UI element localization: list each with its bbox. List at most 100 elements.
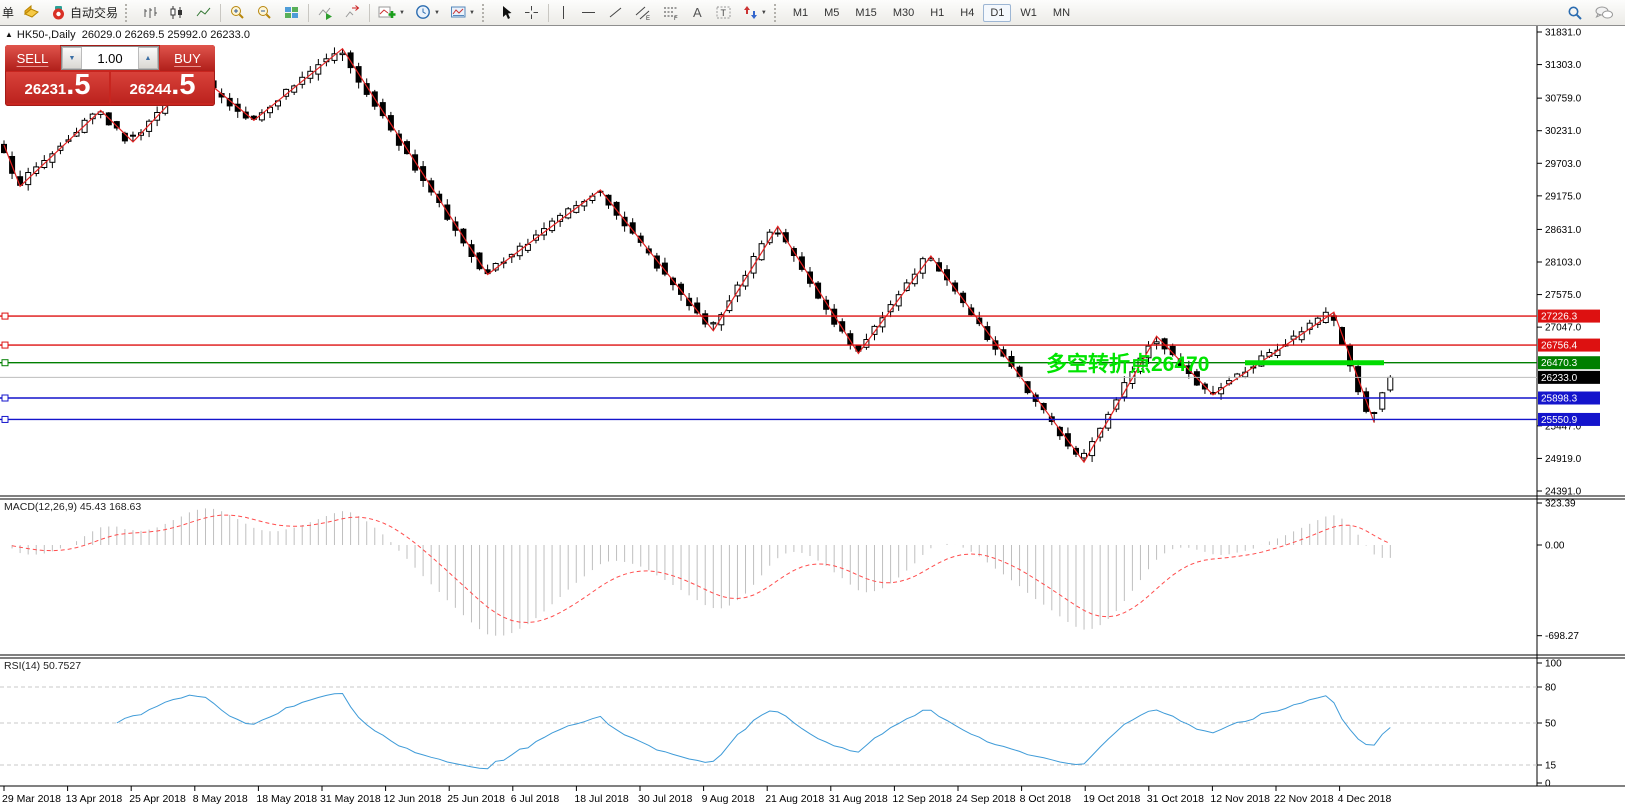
rsi-label: RSI(14) 50.7527 [4,660,82,672]
tile-windows-button[interactable] [279,2,304,24]
toolbar-separator [220,3,222,22]
timeframe-mn-button[interactable]: MN [1052,6,1071,19]
tile-windows-icon [285,7,299,18]
date-label: 8 May 2018 [193,793,248,805]
date-label: 12 Nov 2018 [1210,793,1270,805]
chat-button[interactable] [1590,2,1618,24]
date-label: 24 Sep 2018 [956,793,1016,805]
new-order-button[interactable]: 单 [1,2,17,24]
vertical-line-button[interactable] [553,2,574,24]
date-label: 8 Oct 2018 [1020,793,1072,805]
autotrading-icon [53,6,65,20]
orders-icon [24,4,39,18]
timeframe-w1-button[interactable]: W1 [1020,6,1037,19]
bar-chart-button[interactable] [137,2,162,24]
arrows-button[interactable]: ▼ [738,2,771,24]
date-label: 31 Oct 2018 [1147,793,1204,805]
autotrading-button[interactable]: 自动交易 [46,2,122,24]
trendline-button[interactable] [603,2,628,24]
timeframe-m5-button[interactable]: M5 [824,6,840,19]
cursor-icon [502,6,512,19]
price-level-label-box [1538,370,1600,384]
crosshair-button[interactable] [519,2,544,24]
date-label: 30 Jul 2018 [638,793,692,805]
timeframe-m15-button[interactable]: M15 [855,6,877,19]
equidistant-channel-button[interactable]: E [630,2,656,24]
autotrading-label: 自动交易 [70,6,119,20]
text-label-button[interactable]: T [711,2,736,24]
rsi-tick-label: 100 [1545,659,1562,670]
candlestick-chart-button[interactable] [164,2,189,24]
fibonacci-button[interactable]: F [658,2,684,24]
zoom-in-button[interactable] [225,2,250,24]
date-label: 12 Jun 2018 [384,793,442,805]
line-handle[interactable] [1,415,9,423]
orders-button[interactable] [19,2,44,24]
fibonacci-icon: F [663,7,678,21]
macd-label: MACD(12,26,9) 45.43 168.63 [4,501,142,513]
line-chart-icon [196,7,211,17]
date-label: 13 Apr 2018 [66,793,123,805]
timeframe-h1-button[interactable]: H1 [930,6,945,19]
y-tick-label: 30759.0 [1545,94,1582,105]
timeframe-m1-button[interactable]: M1 [792,6,809,19]
toolbar-grip [481,3,491,22]
volume-increase-button[interactable]: ▲ [138,47,158,69]
timeframe-d1-button[interactable]: D1 [983,3,1012,22]
line-handle[interactable] [1,394,9,402]
price-level-label-box [1538,412,1600,426]
chevron-down-icon: ▼ [468,9,475,16]
annotation-text[interactable]: 多空转折点26470 [1046,353,1210,376]
buy-price-display[interactable]: 26244.5 [111,71,214,103]
chart-shift-button[interactable] [340,2,365,24]
timeframe-m30-button[interactable]: M30 [892,6,915,19]
line-handle[interactable] [1,359,9,367]
toolbar-grip [773,3,783,22]
y-tick-label: 31831.0 [1545,28,1582,39]
date-label: 22 Nov 2018 [1274,793,1334,805]
zoom-out-icon [258,6,271,19]
periods-clock-icon [416,5,430,19]
toolbar-grip [125,3,134,22]
cursor-button[interactable] [494,2,517,24]
bar-chart-icon [144,7,158,18]
one-click-trading-panel: SELL ▼ 1.00 ▲ BUY 26231.5 26244.5 [5,45,215,106]
zoom-out-button[interactable] [252,2,277,24]
price-level-label-box [1538,338,1600,352]
timeframe-h4-button[interactable]: H4 [960,6,975,19]
sell-button[interactable]: SELL [5,45,60,71]
volume-input[interactable]: 1.00 [82,47,138,69]
macd-tick-label: 323.39 [1545,499,1576,510]
horizontal-line-icon [581,12,595,13]
date-label: 25 Jun 2018 [447,793,505,805]
indicators-button[interactable]: ▼ [374,2,409,24]
periods-button[interactable]: ▼ [411,2,444,24]
horizontal-line-button[interactable] [576,2,601,24]
search-button[interactable] [1562,2,1588,24]
price-level-label-box [1538,356,1600,370]
macd-signal-line [12,514,1391,624]
date-label: 18 Jul 2018 [574,793,628,805]
symbol-marker-icon: ▲ [5,30,13,39]
date-label: 19 Oct 2018 [1083,793,1140,805]
line-handle[interactable] [1,341,9,349]
volume-decrease-button[interactable]: ▼ [62,47,82,69]
auto-scroll-button[interactable] [313,2,338,24]
trendline-icon [609,7,622,18]
line-handle[interactable] [1,312,9,320]
price-level-label: 26233.0 [1541,373,1578,384]
templates-button[interactable]: ▼ [446,2,479,24]
price-level-label: 26756.4 [1541,341,1578,352]
rsi-tick-label: 50 [1545,719,1557,730]
price-level-label: 26470.3 [1541,358,1578,369]
macd-tick-label: 0.00 [1545,541,1565,552]
price-level-label-box [1538,391,1600,405]
line-chart-button[interactable] [191,2,216,24]
date-label: 18 May 2018 [256,793,317,805]
candlestick-chart-icon [170,6,183,19]
y-tick-label: 31303.0 [1545,60,1582,71]
buy-button[interactable]: BUY [160,45,215,71]
sell-price-display[interactable]: 26231.5 [6,71,109,103]
text-button[interactable]: A [686,2,709,24]
